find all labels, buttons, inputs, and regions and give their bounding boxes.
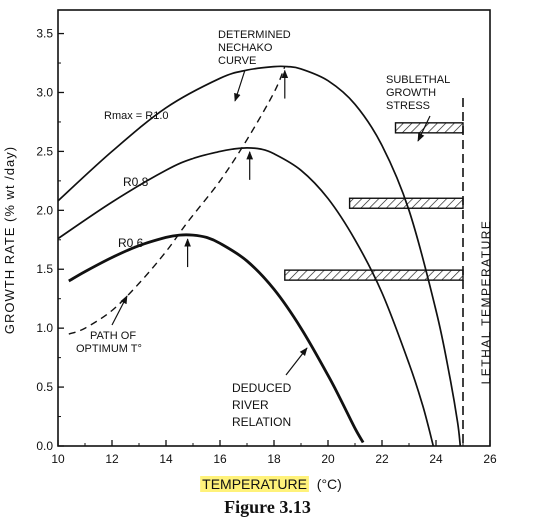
x-tick-label: 22 xyxy=(375,452,389,466)
label-sublethal-3: STRESS xyxy=(386,100,430,112)
label-path-2: OPTIMUM T° xyxy=(76,343,142,355)
y-tick-label: 3.0 xyxy=(36,85,53,99)
y-axis-title: GROWTH RATE (% wt /day) xyxy=(2,146,17,334)
stress-bar xyxy=(394,122,464,134)
label-r08: R0.8 xyxy=(123,175,149,189)
x-axis-title-highlight xyxy=(200,476,309,492)
curve-optimum-path xyxy=(68,66,286,335)
arrow-optimum-path xyxy=(111,295,128,326)
x-tick-label: 14 xyxy=(159,452,173,466)
label-rmax: Rmax = R1.0 xyxy=(104,110,169,122)
y-tick-label: 1.5 xyxy=(36,262,53,276)
label-deduced-1: DEDUCED xyxy=(232,381,292,395)
x-axis-title: TEMPERATURE (°C) xyxy=(202,476,342,492)
arrow-determined-curve xyxy=(234,69,246,102)
label-r06: R0.6 xyxy=(118,236,144,250)
figure-caption: Figure 3.13 xyxy=(224,497,311,517)
curve-r0-8 xyxy=(57,147,435,447)
label-determined-3: CURVE xyxy=(218,55,256,67)
label-sublethal-2: GROWTH xyxy=(386,87,436,99)
label-path-1: PATH OF xyxy=(90,330,136,342)
y-tick-label: 1.0 xyxy=(36,321,53,335)
y-tick-label: 2.0 xyxy=(36,203,53,217)
curve-rmax-r1-0 xyxy=(57,65,462,447)
label-deduced-2: RIVER xyxy=(232,398,269,412)
label-lethal: LETHAL TEMPERATURE xyxy=(479,220,493,385)
annotation-arrows xyxy=(111,69,431,376)
label-determined-1: DETERMINED xyxy=(218,29,291,41)
x-tick-label: 16 xyxy=(213,452,227,466)
stress-bars xyxy=(284,98,464,446)
growth-rate-chart: 10 12 14 16 18 20 22 24 26 0.0 0.5 1.0 1.5 2.0 2.5 3.0 3… xyxy=(2,9,497,492)
y-tick-label: 3.5 xyxy=(36,27,53,41)
arrow-sublethal-stress xyxy=(417,115,431,142)
axes: 10 12 14 16 18 20 22 24 26 0.0 0.5 1.0 1.5 2.0 2.5 3.0 3… xyxy=(36,9,497,466)
x-axis-unit: (°C) xyxy=(317,476,342,492)
x-tick-label: 26 xyxy=(483,452,497,466)
label-determined-2: NECHAKO xyxy=(218,42,273,54)
x-tick-label: 24 xyxy=(429,452,443,466)
x-tick-label: 10 xyxy=(51,452,65,466)
arrow-deduced-relation xyxy=(285,347,308,376)
curve-r0-6 xyxy=(68,233,365,444)
x-tick-label: 12 xyxy=(105,452,119,466)
x-tick-label: 20 xyxy=(321,452,335,466)
y-tick-label: 0.5 xyxy=(36,380,53,394)
label-deduced-3: RELATION xyxy=(232,415,291,429)
x-tick-label: 18 xyxy=(267,452,281,466)
y-tick-label: 0.0 xyxy=(36,439,53,453)
x-axis-title-text: TEMPERATURE xyxy=(202,476,307,492)
curves xyxy=(57,65,462,447)
y-tick-label: 2.5 xyxy=(36,144,53,158)
label-sublethal-1: SUBLETHAL xyxy=(386,74,450,86)
